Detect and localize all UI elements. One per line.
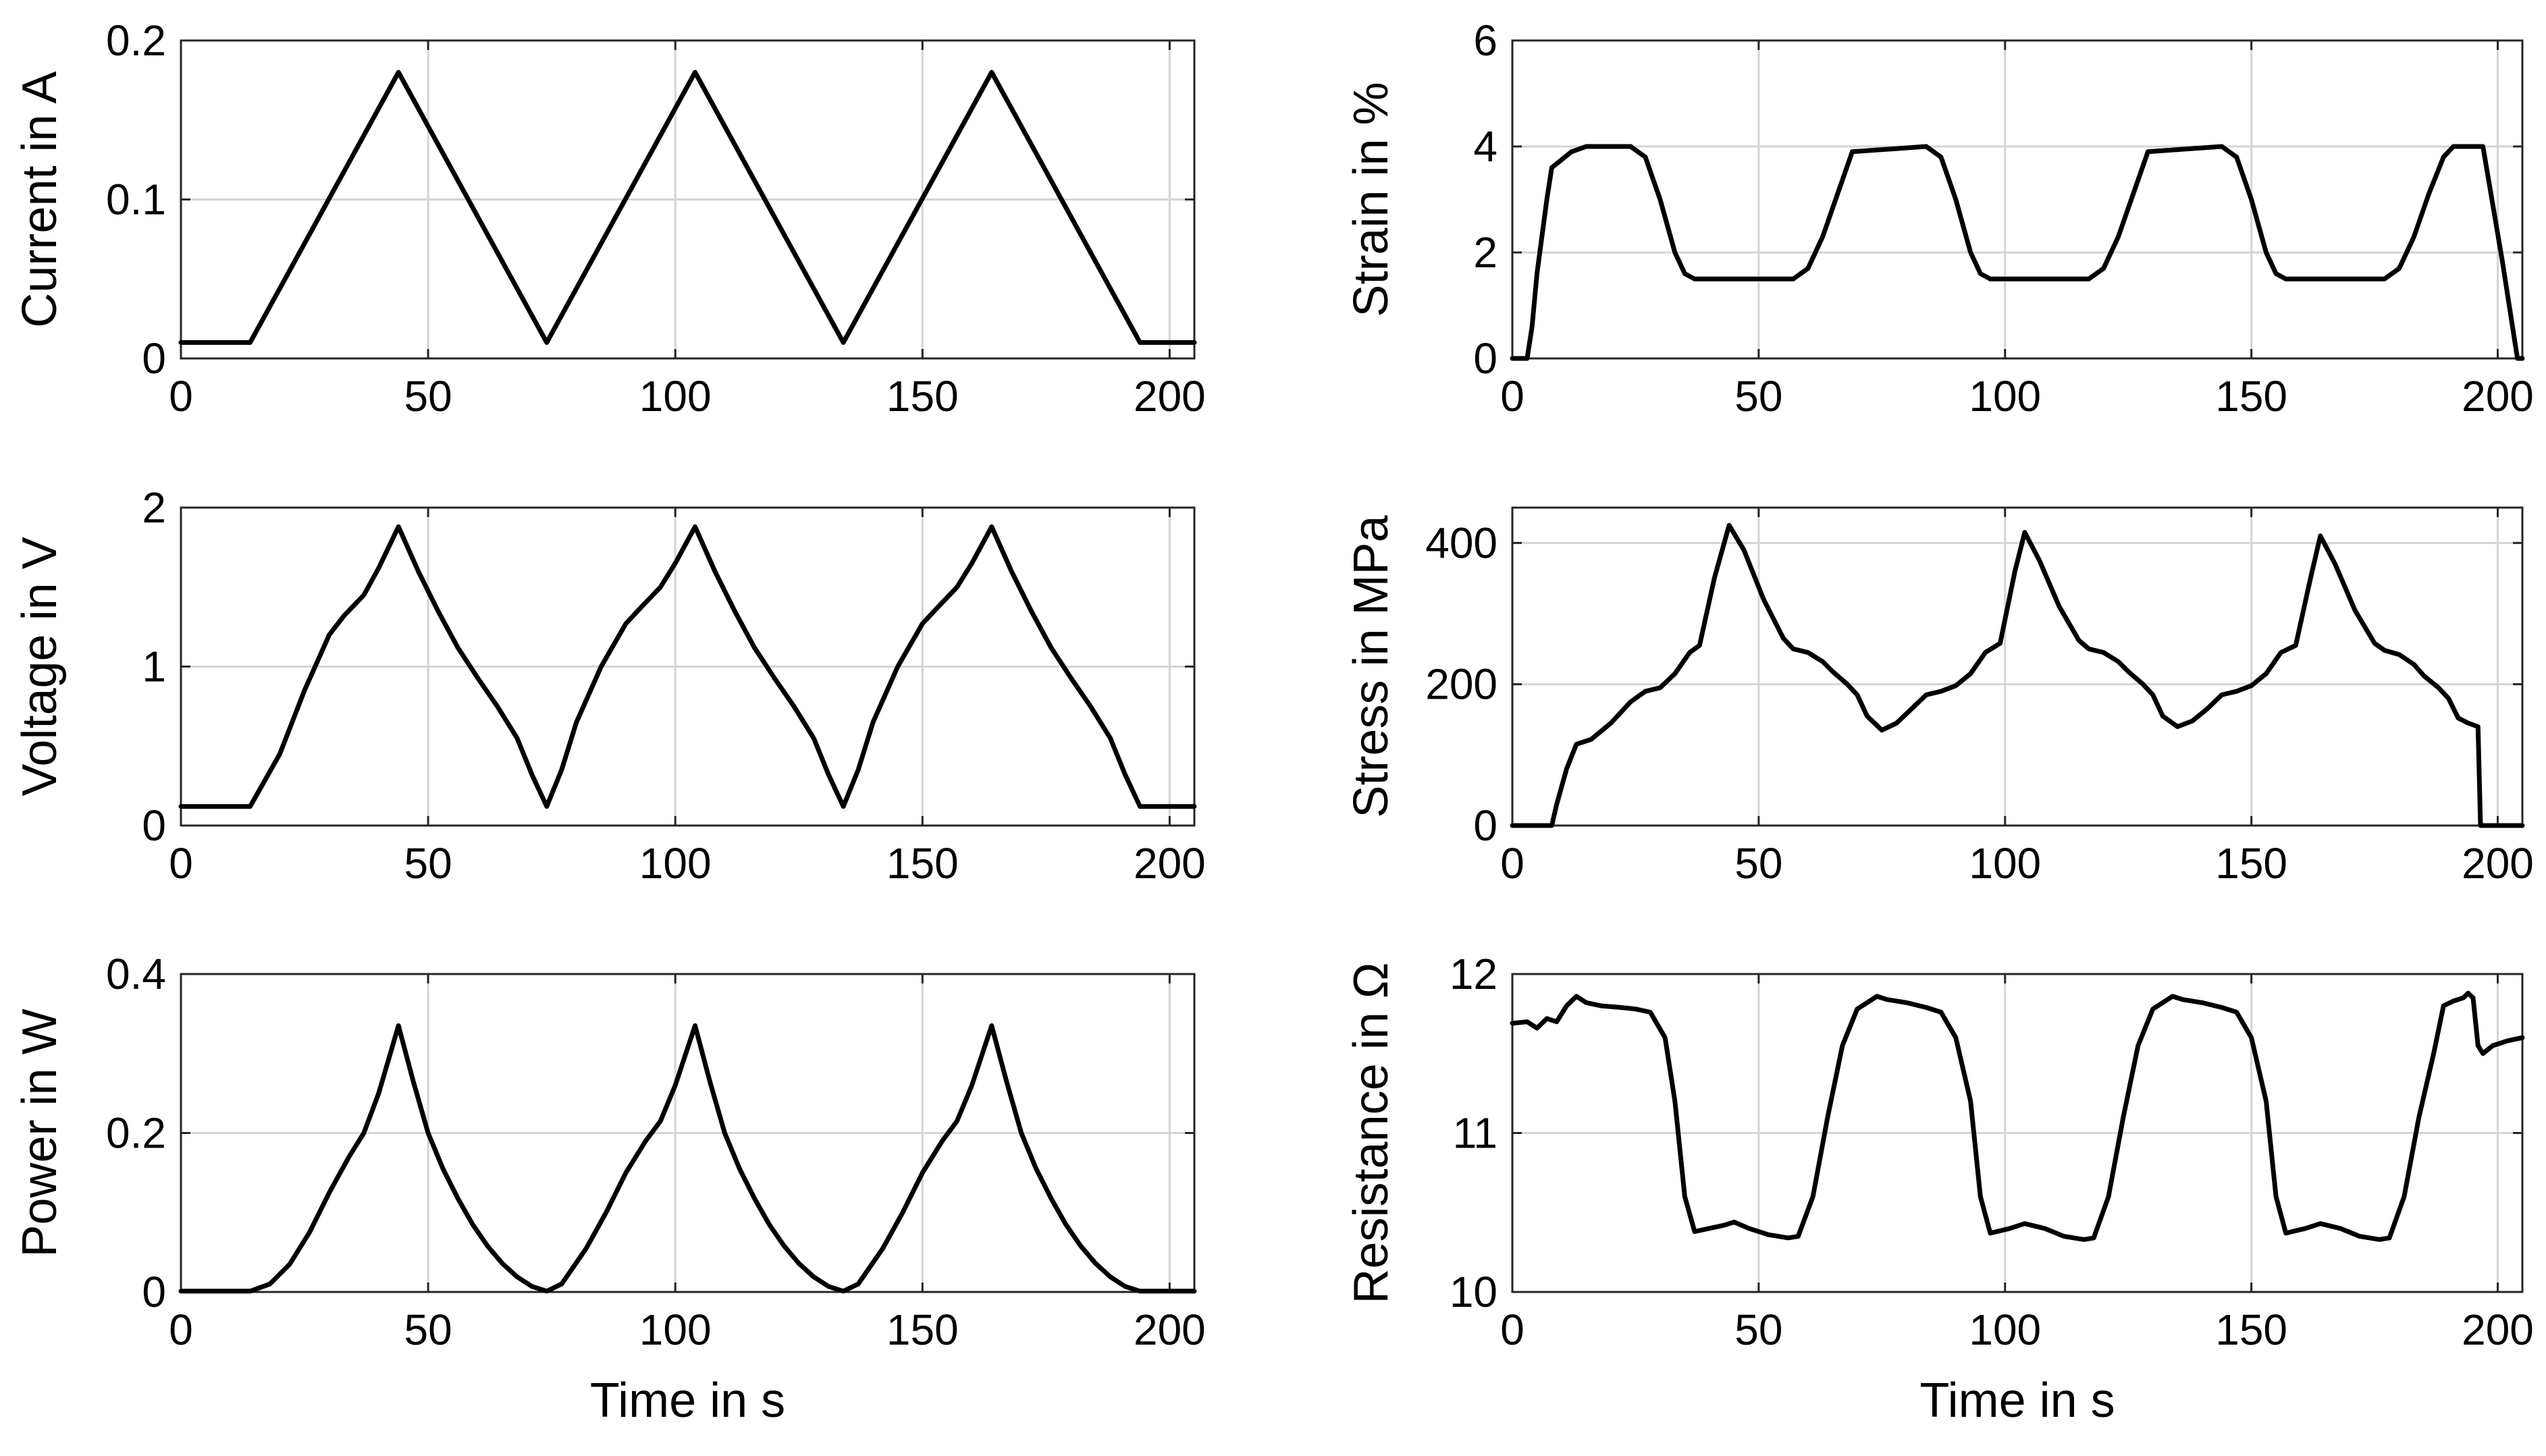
axes-resistance-panel: 0 50 100 150 200 10 11 12 Resistance in Ω Time in…	[1344, 950, 2534, 1428]
data-series-line	[178, 1023, 1197, 1294]
y-tick-label: 0.4	[106, 950, 166, 998]
y-tick-label: 0	[142, 334, 166, 383]
data-series-line	[178, 524, 1197, 809]
y-tick-label: 2	[142, 483, 166, 532]
y-tick-label: 0	[142, 1268, 166, 1316]
y-tick-label: 0	[1473, 334, 1497, 383]
axes-strain-panel: 0 50 100 150 200 0 2 4 6 Strain in %	[1344, 16, 2534, 421]
x-tick-label: 150	[886, 1305, 959, 1354]
x-tick-label: 150	[2215, 1305, 2287, 1354]
x-tick-label: 150	[2215, 372, 2287, 421]
x-tick-label: 200	[1134, 1305, 1206, 1354]
x-tick-label: 100	[1969, 1305, 2041, 1354]
y-tick-label: 1	[142, 643, 166, 691]
x-tick-label: 50	[1734, 372, 1782, 421]
x-tick-label: 150	[2215, 839, 2287, 888]
data-series-line	[1510, 522, 2525, 828]
x-tick-label: 0	[169, 839, 193, 888]
data-series-line	[178, 70, 1197, 345]
axes-current-panel: 0 50 100 150 200 0 0.1 0.2 Current in A	[13, 16, 1206, 421]
y-tick-label: 0	[142, 801, 166, 850]
x-tick-label: 200	[2462, 839, 2534, 888]
x-tick-label: 0	[1500, 372, 1524, 421]
axes-border	[1511, 506, 2524, 827]
y-axis-label: Voltage in V	[13, 537, 67, 796]
axes-border	[180, 506, 1196, 827]
data-series-line	[1510, 990, 2525, 1242]
y-tick-label: 10	[1450, 1268, 1497, 1316]
axes-border	[180, 973, 1196, 1293]
y-tick-label: 12	[1450, 950, 1497, 998]
x-tick-label: 50	[404, 839, 452, 888]
x-tick-label: 0	[1500, 839, 1524, 888]
y-axis-label: Stress in MPa	[1344, 514, 1398, 817]
x-tick-label: 150	[886, 372, 959, 421]
axes-power-panel: 0 50 100 150 200 0 0.2 0.4 Power in W Time in s	[13, 950, 1206, 1428]
y-axis-label: Strain in %	[1344, 82, 1398, 317]
x-tick-label: 100	[1969, 839, 2041, 888]
y-tick-label: 400	[1425, 518, 1497, 567]
y-tick-label: 0.2	[106, 1109, 166, 1158]
y-tick-label: 0.1	[106, 176, 166, 224]
x-tick-label: 100	[1969, 372, 2041, 421]
y-axis-label: Power in W	[13, 1008, 67, 1257]
x-tick-label: 50	[404, 1305, 452, 1354]
x-tick-label: 200	[2462, 372, 2534, 421]
axes-voltage-panel: 0 50 100 150 200 0 1 2 Voltage in V	[13, 483, 1206, 888]
y-tick-label: 2	[1473, 228, 1497, 277]
axes-border	[1511, 39, 2524, 360]
x-tick-label: 0	[169, 372, 193, 421]
x-tick-label: 200	[1134, 372, 1206, 421]
axes-stress-panel: 0 50 100 150 200 0 200 400 Stress in MPa	[1344, 506, 2534, 888]
y-tick-label: 0.2	[106, 16, 166, 65]
y-tick-label: 4	[1473, 122, 1497, 171]
y-tick-label: 0	[1473, 801, 1497, 850]
x-tick-label: 200	[2462, 1305, 2534, 1354]
x-tick-label: 50	[1734, 839, 1782, 888]
x-tick-label: 200	[1134, 839, 1206, 888]
x-tick-label: 0	[169, 1305, 193, 1354]
x-axis-label: Time in s	[1919, 1374, 2115, 1428]
x-tick-label: 50	[1734, 1305, 1782, 1354]
data-series-line	[1510, 144, 2525, 361]
x-axis-label: Time in s	[590, 1374, 785, 1428]
y-axis-label: Current in A	[13, 71, 67, 327]
y-tick-label: 6	[1473, 16, 1497, 65]
y-axis-label: Resistance in Ω	[1344, 962, 1398, 1303]
axes-box	[1511, 39, 2524, 360]
y-tick-label: 11	[1453, 1109, 1497, 1158]
x-tick-label: 100	[639, 372, 712, 421]
y-tick-label: 200	[1425, 660, 1497, 709]
x-tick-label: 100	[639, 1305, 712, 1354]
x-tick-label: 0	[1500, 1305, 1524, 1354]
axes-border	[180, 39, 1196, 360]
axes-border	[1511, 973, 2524, 1293]
x-tick-label: 100	[639, 839, 712, 888]
x-tick-label: 150	[886, 839, 959, 888]
x-tick-label: 50	[404, 372, 452, 421]
